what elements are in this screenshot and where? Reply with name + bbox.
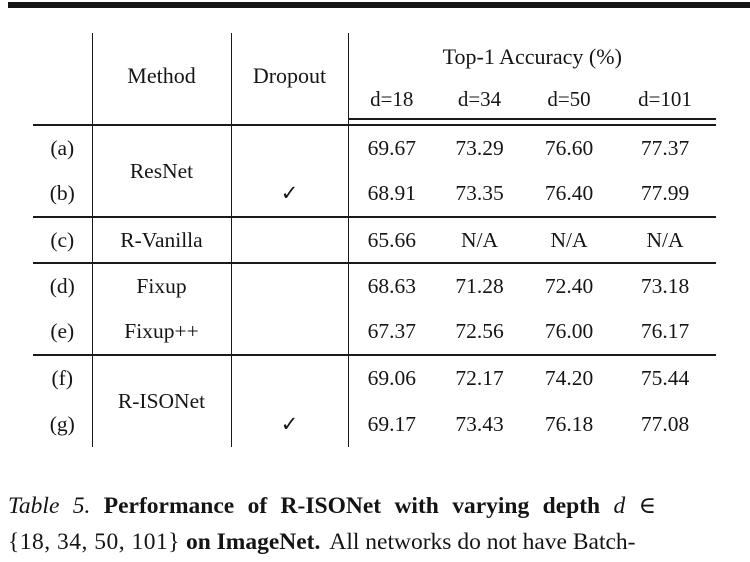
accuracy-value: 76.40: [524, 171, 614, 218]
depth-col-header: d=101: [614, 81, 717, 120]
row-label: (f): [33, 355, 93, 401]
dropout-cell: [231, 125, 349, 171]
dropout-cell: [231, 263, 349, 309]
accuracy-value: 73.43: [455, 411, 504, 436]
dropout-cell: [231, 309, 349, 356]
table-row: (c) R-Vanilla 65.66 N/A N/A N/A: [33, 217, 717, 264]
depth-col-header: d=34: [435, 81, 524, 120]
row-label: (a): [33, 125, 93, 171]
accuracy-value: 69.67: [367, 136, 416, 160]
dropout-cell: [231, 355, 349, 401]
accuracy-value: 73.29: [455, 136, 504, 160]
accuracy-value: 72.40: [544, 274, 594, 298]
accuracy-value: 69.17: [367, 411, 416, 436]
table-caption: Table 5. Performance of R-ISONet with va…: [8, 489, 747, 560]
caption-body-text: All networks do not have Batch-: [329, 528, 636, 555]
method-cell: ResNet: [92, 125, 232, 218]
caption-bold-text: on ImageNet.: [185, 528, 321, 555]
table-row: (b) ✓ 68.91 73.35 76.40 77.99: [33, 171, 717, 218]
row-label: (d): [33, 263, 93, 309]
caption-line-1: Table 5. Performance of R-ISONet with va…: [8, 489, 747, 525]
depth-col-header: d=18: [348, 81, 435, 120]
caption-math-set: {18, 34, 50, 101}: [8, 528, 181, 555]
accuracy-value: N/A: [435, 217, 524, 264]
dropout-header: Dropout: [231, 33, 349, 119]
accuracy-value: 68.63: [367, 274, 416, 298]
row-label: (c): [33, 217, 93, 264]
table-row: (g) ✓ 69.17 73.43 76.18 77.08: [33, 401, 716, 447]
header-row-top: Method Dropout Top-1 Accuracy (%): [33, 33, 716, 119]
accuracy-value: 68.91: [348, 171, 435, 218]
method-cell: R-ISONet: [92, 355, 232, 447]
method-cell: Fixup: [92, 263, 232, 309]
method-cell: Fixup++: [92, 309, 232, 356]
accuracy-value: 71.28: [455, 274, 504, 298]
accuracy-value: 77.37: [640, 136, 690, 160]
accuracy-value: 76.17: [614, 309, 717, 356]
top-horizontal-rule: [8, 2, 750, 8]
dropout-cell: ✓: [231, 171, 349, 218]
accuracy-value: N/A: [614, 217, 717, 264]
table-row: (d) Fixup 68.63 71.28 72.40 73.18: [33, 263, 716, 309]
accuracy-value: 73.35: [435, 171, 524, 218]
accuracy-value: 65.66: [348, 217, 435, 264]
accuracy-value: N/A: [524, 217, 614, 264]
accuracy-group-header: Top-1 Accuracy (%): [442, 44, 622, 69]
table-row: (a) ResNet 69.67 73.29 76.60 77.37: [33, 125, 716, 218]
accuracy-value: 77.08: [640, 411, 690, 436]
caption-line-2: {18, 34, 50, 101} on ImageNet. All networ…: [8, 525, 747, 561]
accuracy-value: 75.44: [640, 366, 690, 390]
depth-col-header: d=50: [524, 81, 614, 120]
table-body: (a) ResNet 69.67 73.29 76.60 77.37 (b) ✓…: [33, 125, 717, 447]
caption-bold-text: Performance of R-ISONet with varying dep…: [103, 493, 601, 519]
accuracy-value: 67.37: [348, 309, 435, 356]
table-header: Method Dropout Top-1 Accuracy (%) d=18 d…: [33, 33, 717, 120]
method-cell: R-Vanilla: [92, 217, 232, 264]
corner-cell: [33, 33, 93, 119]
accuracy-value: 72.17: [455, 366, 504, 390]
accuracy-value: 69.06: [367, 366, 416, 390]
accuracy-value: 72.56: [435, 309, 524, 356]
row-label: (b): [33, 171, 93, 218]
header-row-depths: d=18 d=34 d=50 d=101: [33, 81, 717, 120]
table-row: (f) R-ISONet 69.06 72.17 74.20 75.44: [33, 355, 716, 447]
table-row: (e) Fixup++ 67.37 72.56 76.00 76.17: [33, 309, 717, 356]
method-header: Method: [92, 33, 232, 119]
caption-tag: Table 5.: [8, 493, 91, 519]
element-of-symbol: ∈: [638, 493, 656, 519]
row-label: (g): [33, 401, 93, 447]
accuracy-value: 74.20: [544, 366, 594, 390]
accuracy-value: 76.60: [544, 136, 594, 160]
row-label: (e): [33, 309, 93, 356]
dropout-cell: ✓: [231, 401, 349, 447]
accuracy-value: 76.00: [524, 309, 614, 356]
caption-math-var: d: [613, 493, 626, 519]
accuracy-value: 77.99: [614, 171, 717, 218]
results-table: Method Dropout Top-1 Accuracy (%) d=18 d…: [33, 33, 717, 447]
accuracy-value: 73.18: [640, 274, 690, 298]
accuracy-value: 76.18: [544, 411, 594, 436]
dropout-cell: [231, 217, 349, 264]
double-rule-spacer: [33, 119, 717, 126]
